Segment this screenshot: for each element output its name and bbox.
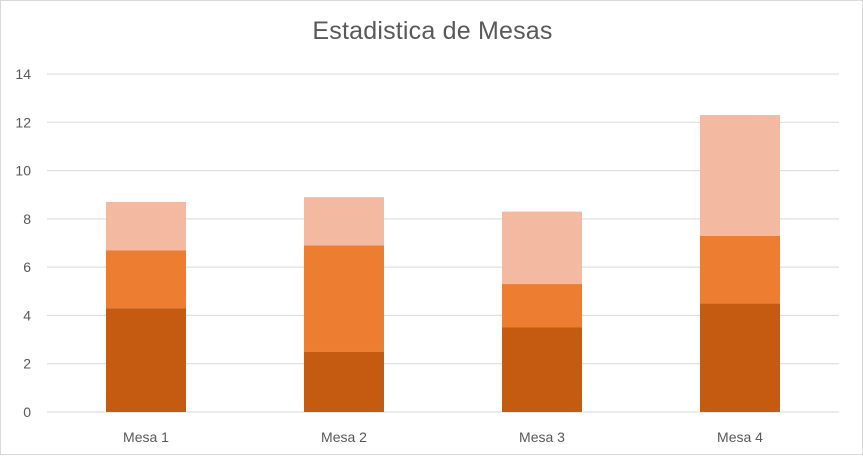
bar-segment (502, 284, 582, 328)
bar-segment (304, 245, 384, 352)
bar-segment (502, 327, 582, 412)
x-tick-label: Mesa 2 (321, 429, 367, 445)
bar-segment (304, 351, 384, 412)
y-tick-label: 8 (23, 211, 31, 227)
bar-segment (502, 211, 582, 285)
bar-segment (304, 197, 384, 246)
y-tick-label: 14 (15, 66, 31, 82)
bar-segment (106, 201, 186, 251)
y-tick-label: 12 (15, 114, 31, 130)
y-tick-label: 6 (23, 259, 31, 275)
bar-segment (106, 308, 186, 412)
bar-segment (700, 303, 780, 412)
y-tick-label: 0 (23, 404, 31, 420)
x-tick-label: Mesa 4 (717, 429, 763, 445)
y-tick-label: 2 (23, 356, 31, 372)
y-tick-label: 10 (15, 163, 31, 179)
x-tick-label: Mesa 3 (519, 429, 565, 445)
bar-segment (700, 235, 780, 304)
x-tick-label: Mesa 1 (123, 429, 169, 445)
chart-title: Estadistica de Mesas (312, 17, 553, 45)
y-tick-label: 4 (23, 307, 31, 323)
bar-segment (106, 250, 186, 309)
bar-segment (700, 115, 780, 236)
